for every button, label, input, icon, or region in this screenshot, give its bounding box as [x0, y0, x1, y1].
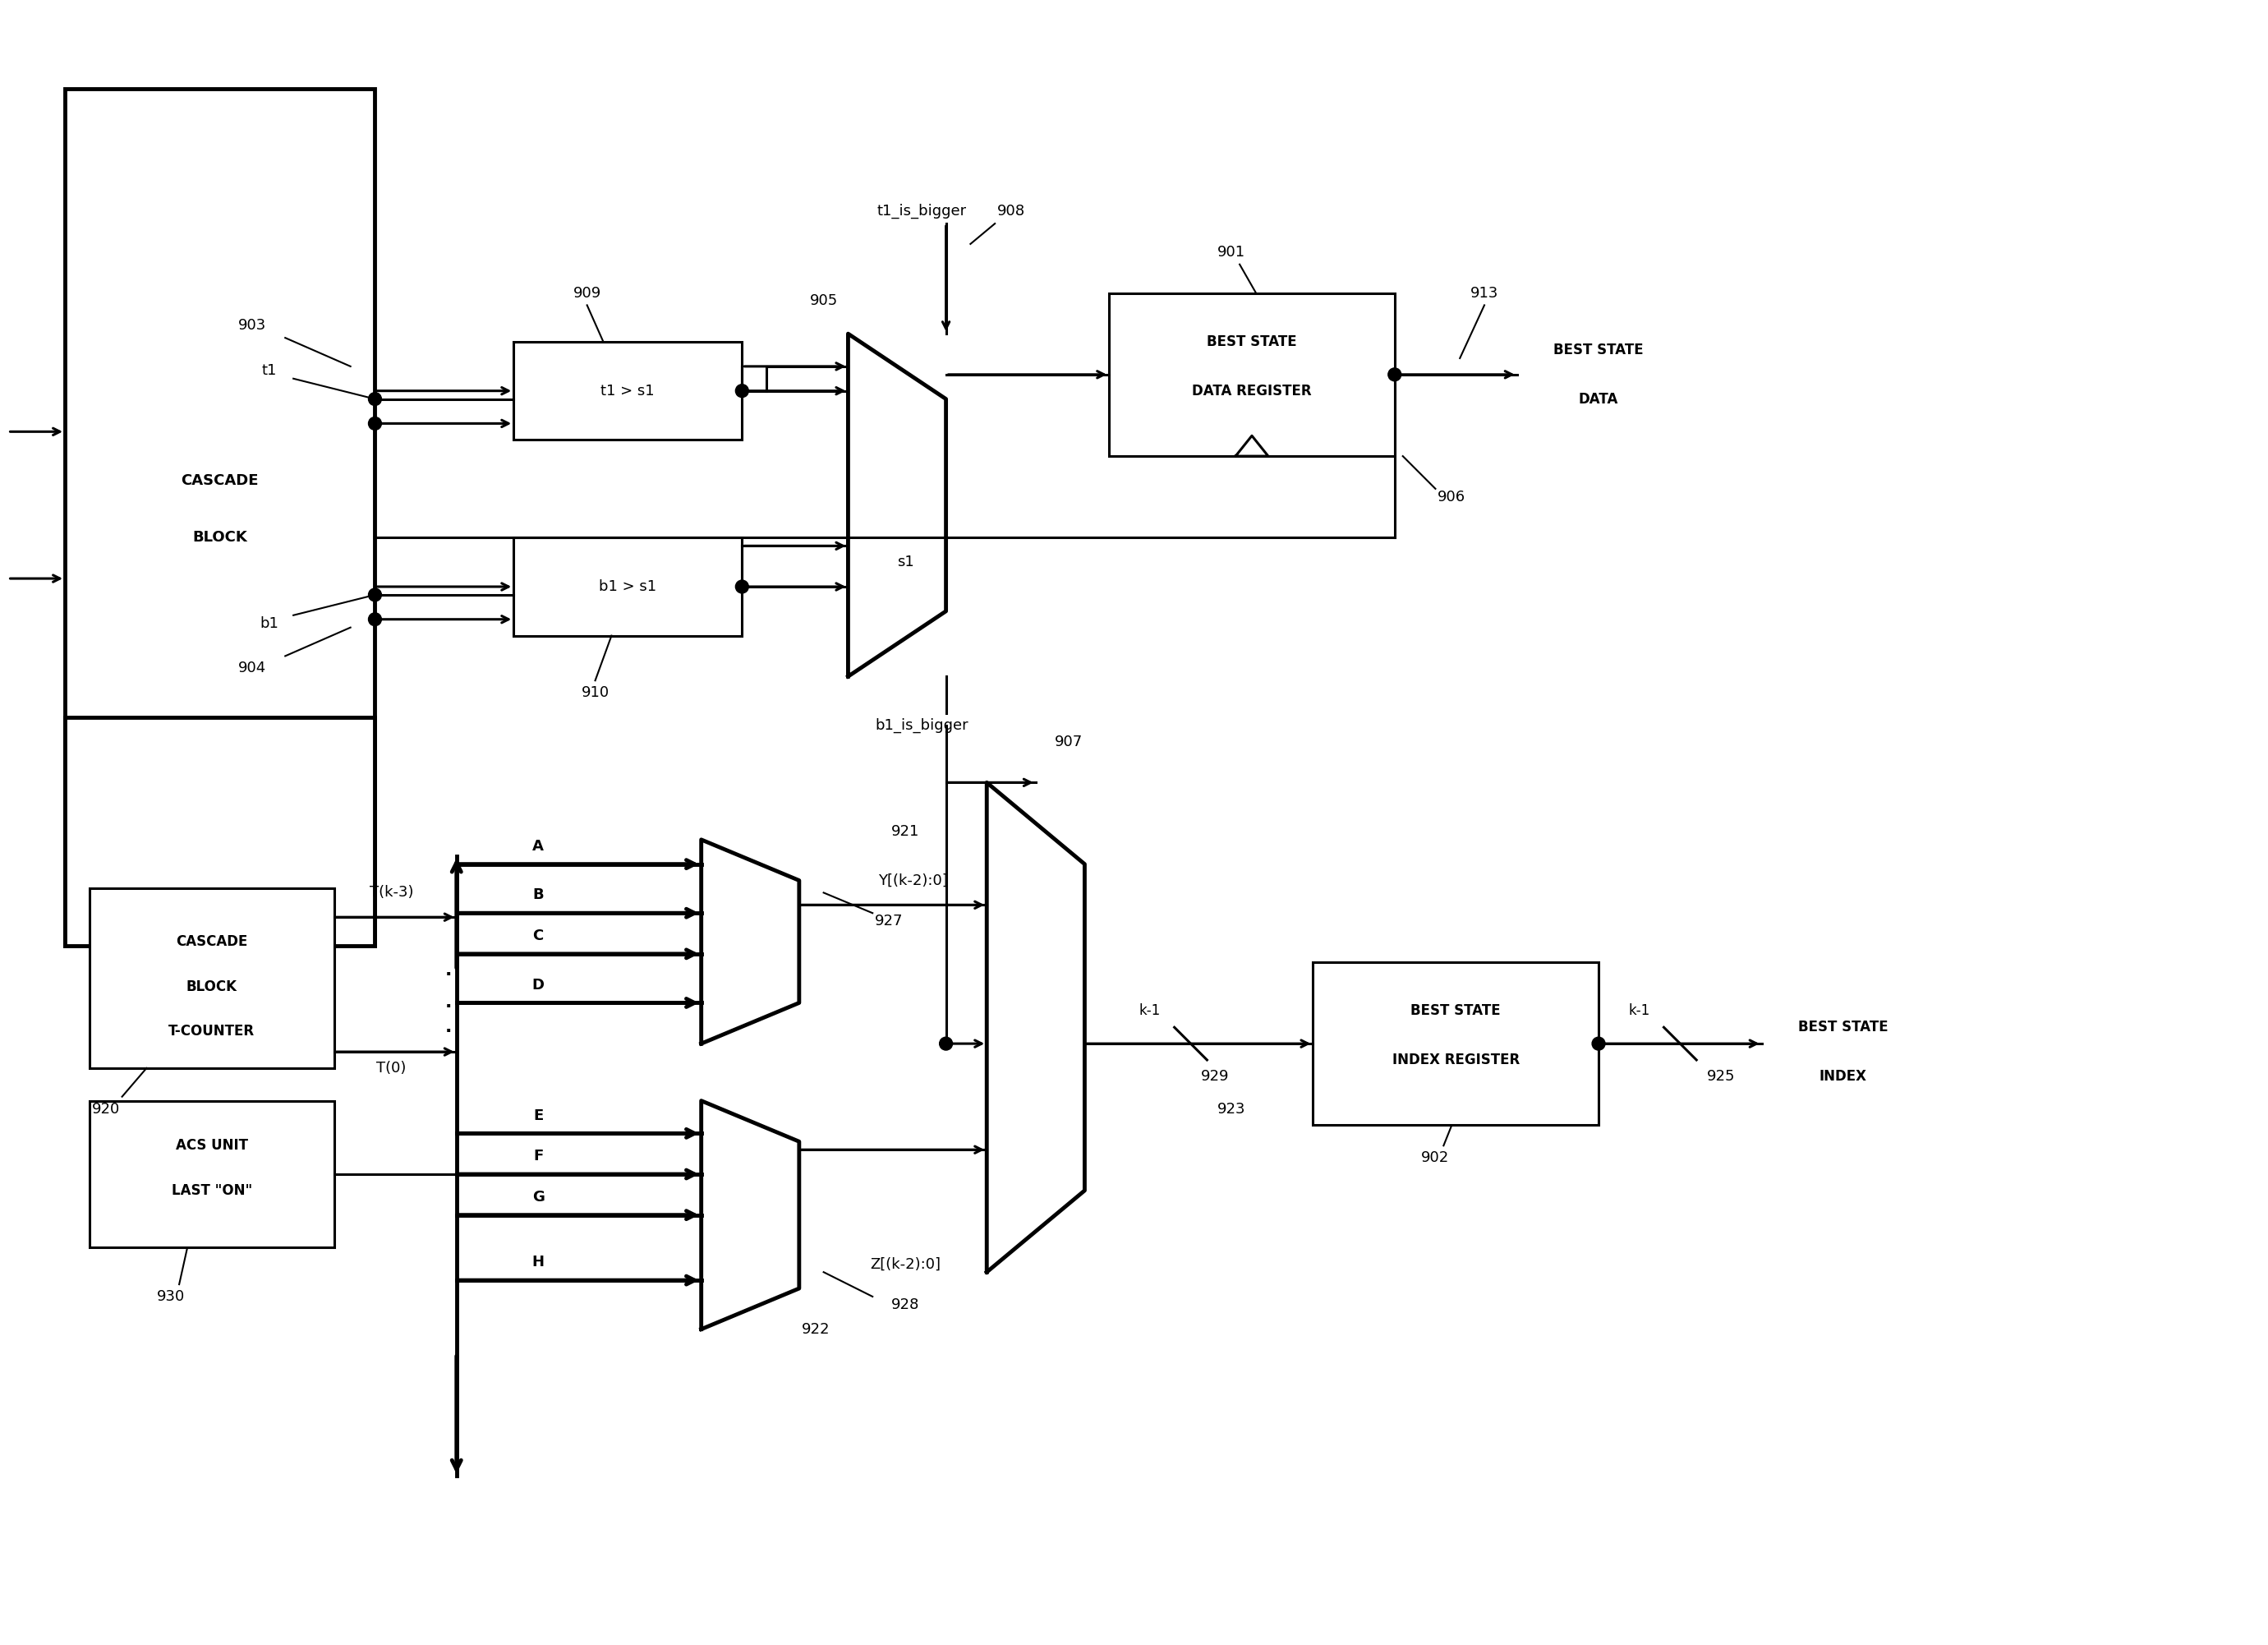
- Text: 921: 921: [891, 824, 919, 839]
- Text: 903: 903: [238, 317, 268, 332]
- Text: b1_is_bigger: b1_is_bigger: [875, 717, 968, 734]
- FancyBboxPatch shape: [1313, 962, 1599, 1125]
- Text: BEST STATE: BEST STATE: [1799, 1020, 1889, 1035]
- Circle shape: [367, 416, 381, 429]
- Text: BLOCK: BLOCK: [193, 530, 247, 544]
- FancyBboxPatch shape: [1109, 293, 1395, 456]
- Text: 922: 922: [801, 1323, 830, 1337]
- Text: B: B: [533, 888, 544, 903]
- Text: 910: 910: [581, 686, 610, 701]
- Text: LAST "ON": LAST "ON": [172, 1183, 252, 1198]
- Text: 906: 906: [1438, 490, 1465, 505]
- Text: 929: 929: [1202, 1069, 1229, 1084]
- Text: .: .: [445, 962, 451, 979]
- Text: s1: s1: [896, 554, 914, 569]
- Text: 928: 928: [891, 1298, 919, 1313]
- Text: k-1: k-1: [1139, 1003, 1161, 1018]
- Circle shape: [1592, 1036, 1606, 1050]
- Text: DATA REGISTER: DATA REGISTER: [1193, 383, 1311, 398]
- Text: 907: 907: [1055, 734, 1082, 748]
- Circle shape: [367, 393, 381, 406]
- Circle shape: [1388, 368, 1402, 382]
- FancyBboxPatch shape: [66, 717, 374, 946]
- Text: Z[(k-2):0]: Z[(k-2):0]: [871, 1257, 941, 1272]
- Text: b1: b1: [259, 615, 279, 630]
- Text: 927: 927: [875, 915, 903, 929]
- Text: 923: 923: [1218, 1102, 1245, 1117]
- Text: INDEX REGISTER: INDEX REGISTER: [1393, 1053, 1520, 1068]
- Text: 913: 913: [1470, 286, 1499, 301]
- Text: .: .: [445, 1020, 451, 1035]
- Text: A: A: [533, 839, 544, 854]
- Text: ACS UNIT: ACS UNIT: [175, 1138, 247, 1153]
- Text: 909: 909: [574, 286, 601, 301]
- FancyBboxPatch shape: [88, 888, 333, 1068]
- Text: H: H: [533, 1255, 544, 1270]
- FancyBboxPatch shape: [88, 1101, 333, 1247]
- Text: INDEX: INDEX: [1819, 1069, 1867, 1084]
- Text: E: E: [533, 1109, 542, 1124]
- Text: t1 > s1: t1 > s1: [601, 383, 655, 398]
- Text: DATA: DATA: [1579, 392, 1619, 406]
- Text: 925: 925: [1708, 1069, 1735, 1084]
- Text: b1 > s1: b1 > s1: [599, 579, 658, 594]
- Text: t1: t1: [261, 364, 277, 378]
- Circle shape: [735, 385, 748, 398]
- Text: BEST STATE: BEST STATE: [1207, 334, 1297, 349]
- Text: 904: 904: [238, 661, 268, 676]
- Text: CASCADE: CASCADE: [177, 934, 247, 949]
- Text: Y[(k-2):0]: Y[(k-2):0]: [878, 873, 948, 888]
- Text: BEST STATE: BEST STATE: [1554, 342, 1644, 357]
- Text: C: C: [533, 928, 544, 943]
- Text: 920: 920: [91, 1102, 120, 1117]
- Text: T-COUNTER: T-COUNTER: [168, 1023, 254, 1038]
- Text: BEST STATE: BEST STATE: [1411, 1003, 1501, 1018]
- Text: T(0): T(0): [376, 1061, 406, 1076]
- Text: .: .: [445, 995, 451, 1012]
- Text: 930: 930: [156, 1290, 186, 1304]
- Text: 908: 908: [998, 204, 1025, 219]
- Text: 905: 905: [810, 294, 837, 309]
- Text: 902: 902: [1422, 1150, 1449, 1165]
- FancyBboxPatch shape: [513, 538, 742, 635]
- Text: CASCADE: CASCADE: [181, 474, 259, 489]
- Circle shape: [367, 614, 381, 625]
- Text: t1_is_bigger: t1_is_bigger: [878, 204, 966, 219]
- Text: D: D: [533, 977, 544, 992]
- Text: k-1: k-1: [1628, 1003, 1651, 1018]
- Circle shape: [939, 1036, 953, 1050]
- Text: G: G: [533, 1189, 544, 1204]
- Circle shape: [367, 589, 381, 602]
- Text: T(k-3): T(k-3): [370, 885, 413, 900]
- FancyBboxPatch shape: [513, 342, 742, 439]
- Circle shape: [735, 581, 748, 594]
- FancyBboxPatch shape: [66, 89, 374, 946]
- Text: 901: 901: [1218, 245, 1245, 260]
- Text: F: F: [533, 1148, 542, 1163]
- Text: BLOCK: BLOCK: [186, 979, 238, 994]
